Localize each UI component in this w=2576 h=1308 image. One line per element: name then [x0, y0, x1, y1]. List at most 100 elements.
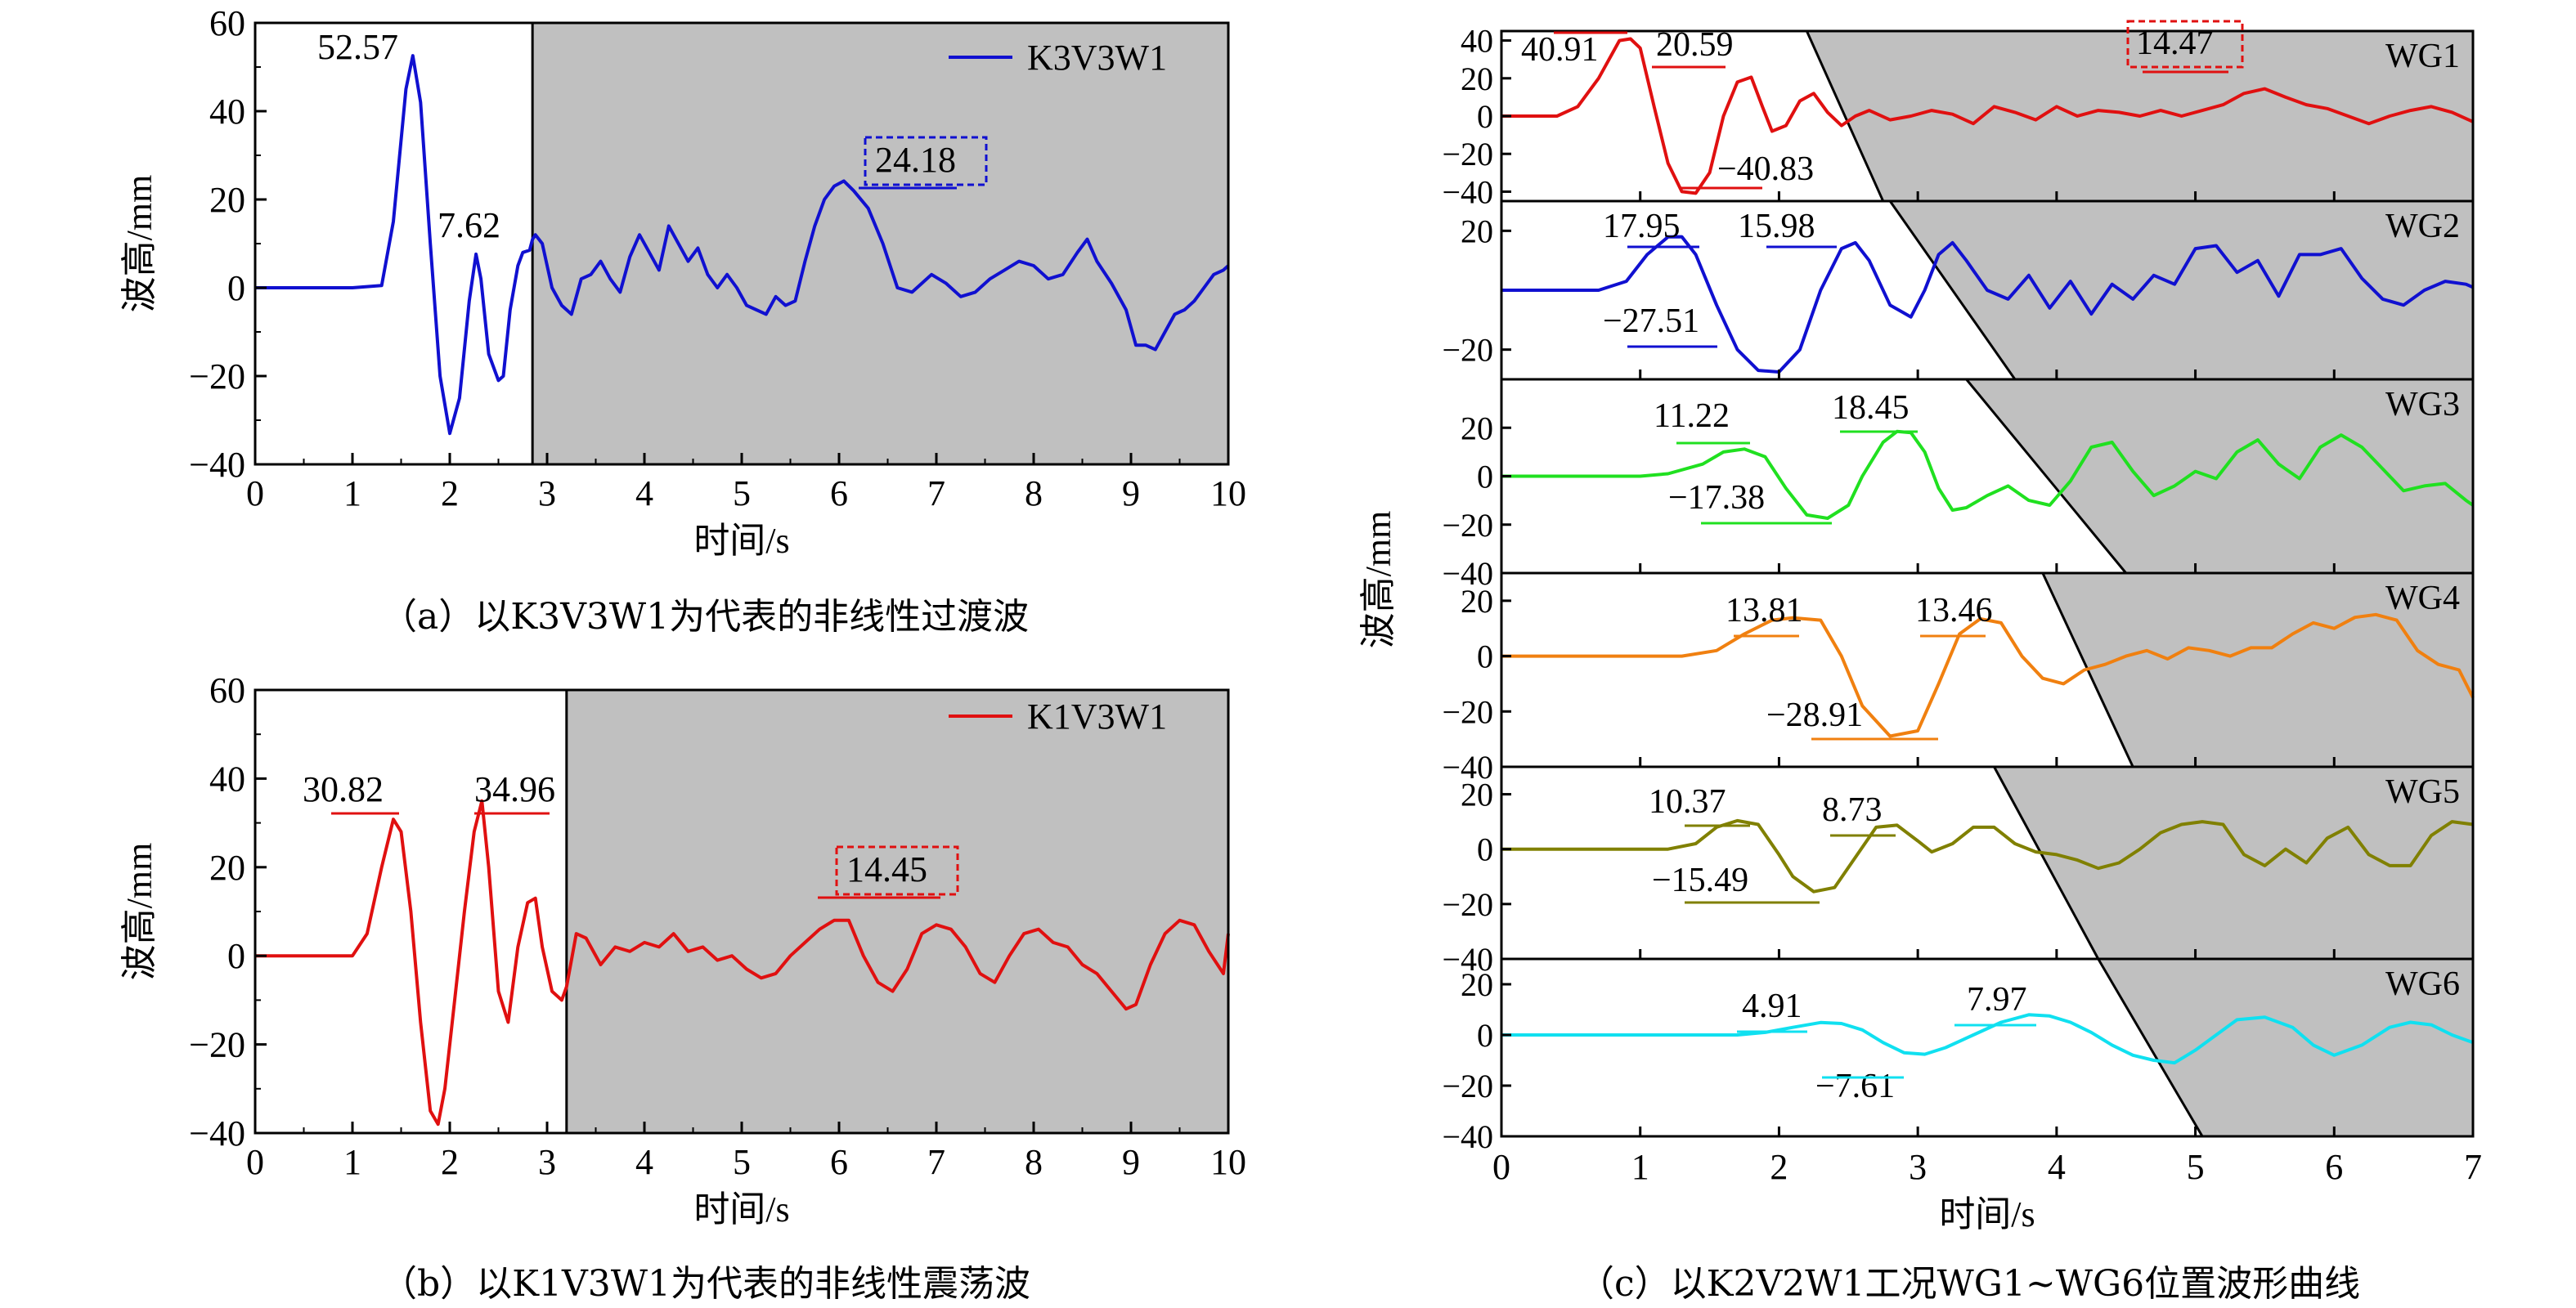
y-tick-label: −20 — [1442, 693, 1493, 730]
caption-c: （c）以K2V2W1工况WG1~WG6位置波形曲线 — [1578, 1263, 2361, 1305]
series-line-WG5 — [1501, 818, 2474, 894]
shade-boundary — [1993, 766, 2100, 960]
x-tick-label: 2 — [441, 473, 459, 513]
y-tick-label: 40 — [209, 92, 245, 132]
x-tick-label: 7 — [2464, 1147, 2482, 1187]
x-tick-label: 3 — [1909, 1147, 1927, 1187]
data-label: −17.38 — [1668, 479, 1765, 517]
shade-boundary — [1965, 379, 2127, 574]
data-label: 34.96 — [474, 769, 555, 809]
y-tick-label: −20 — [1442, 507, 1493, 544]
y-tick-label: 40 — [1461, 23, 1493, 60]
panel-WG6: 20 0 −20 −40 WG6 4.91 7.97 −7.61 — [1442, 957, 2475, 1155]
y-tick-label: −40 — [1442, 749, 1493, 786]
x-tick-label: 4 — [635, 1142, 653, 1182]
data-label: 10.37 — [1649, 783, 1726, 821]
x-axis-label: 时间/s — [693, 1189, 789, 1230]
series-line-WG3 — [1501, 429, 2475, 520]
y-tick-label: 0 — [227, 268, 245, 308]
x-tick-label: 6 — [830, 1142, 848, 1182]
y-tick-label: 20 — [1461, 777, 1493, 813]
x-tick-label: 3 — [538, 1142, 556, 1182]
shade-region — [2042, 573, 2473, 767]
x-tick-label: 6 — [2325, 1147, 2343, 1187]
x-tick-label: 7 — [927, 473, 945, 513]
y-axis-label: 波高/mm — [1358, 511, 1398, 649]
shade-boundary — [1806, 30, 1885, 202]
data-label: 17.95 — [1603, 208, 1681, 245]
y-tick-label: 0 — [227, 936, 245, 976]
y-tick-label: −40 — [1442, 1118, 1493, 1155]
y-tick-label: 0 — [1477, 1017, 1493, 1054]
y-tick-label: −20 — [189, 1025, 245, 1065]
data-label: 8.73 — [1822, 791, 1883, 829]
data-label: −15.49 — [1652, 862, 1748, 899]
x-tick-label: 5 — [733, 473, 751, 513]
y-axis-label: 波高/mm — [119, 843, 159, 981]
data-label: −27.51 — [1603, 302, 1699, 340]
x-tick-label: 8 — [1025, 473, 1043, 513]
chart-a: 0 1 2 3 4 5 6 7 8 9 10 −40 −20 0 20 40 60 时间/s 波高/mm K3V3W1… — [119, 3, 1246, 561]
data-label: 30.82 — [303, 769, 384, 809]
x-tick-label: 5 — [733, 1142, 751, 1182]
data-label: 18.45 — [1832, 389, 1910, 427]
x-tick-label: 1 — [343, 1142, 361, 1182]
x-tick-label: 0 — [246, 1142, 264, 1182]
series-line-K1V3W1 — [255, 799, 1230, 1127]
annotation-box — [835, 845, 959, 896]
y-tick-label: −40 — [1442, 173, 1493, 210]
caption-b: （b）以K1V3W1为代表的非线性震荡波 — [381, 1263, 1031, 1305]
x-tick-label: 4 — [2048, 1147, 2066, 1187]
y-tick-label: 60 — [209, 670, 245, 710]
data-label: −7.61 — [1815, 1068, 1895, 1105]
y-axis-label: 波高/mm — [119, 175, 159, 313]
y-tick-label: 0 — [1477, 98, 1493, 135]
series-line-WG6 — [1501, 1013, 2474, 1065]
data-label: 14.47 — [2136, 25, 2214, 62]
x-axis-label: 时间/s — [1939, 1194, 2035, 1234]
x-tick-label: 3 — [538, 473, 556, 513]
x-tick-label: 0 — [246, 473, 264, 513]
annotation-box — [2126, 20, 2244, 69]
x-tick-label: 6 — [830, 473, 848, 513]
y-tick-label: 20 — [1461, 966, 1493, 1003]
x-tick-label: 2 — [1770, 1147, 1788, 1187]
legend-label: K3V3W1 — [1027, 38, 1167, 78]
data-label: 40.91 — [1521, 31, 1599, 69]
panel-WG5: 20 0 −20 −40 WG5 10.37 8.73 −15.49 — [1442, 765, 2475, 978]
data-label: 7.97 — [1967, 981, 2027, 1019]
data-label: −40.83 — [1717, 150, 1814, 188]
data-label: 11.22 — [1654, 397, 1730, 435]
panel-label: WG2 — [2385, 208, 2460, 245]
y-tick-label: −20 — [1442, 136, 1493, 172]
x-tick-label: 4 — [635, 473, 653, 513]
x-tick-label: 1 — [343, 473, 361, 513]
panel-label: WG1 — [2385, 38, 2460, 75]
data-label: 14.45 — [846, 849, 927, 889]
y-tick-label: 0 — [1477, 459, 1493, 495]
series-line-WG2 — [1501, 235, 2474, 374]
annotation-box — [864, 136, 988, 186]
panel-WG3: 20 0 −20 −40 WG3 11.22 18.45 −17.38 — [1442, 378, 2475, 592]
y-tick-label: 20 — [1461, 60, 1493, 97]
data-label: 52.57 — [317, 27, 398, 67]
data-label: 15.98 — [1738, 208, 1815, 245]
x-tick-label: 10 — [1210, 473, 1246, 513]
series-line-WG1 — [1501, 37, 2474, 195]
y-tick-label: 20 — [1461, 583, 1493, 620]
shade-region — [532, 23, 1228, 464]
y-tick-label: −40 — [189, 1113, 245, 1153]
y-tick-label: 0 — [1477, 831, 1493, 868]
y-tick-label: 20 — [1461, 213, 1493, 249]
data-label: 7.62 — [438, 205, 500, 245]
data-label: 24.18 — [875, 140, 956, 180]
series-line-WG4 — [1501, 612, 2475, 738]
data-label: 13.46 — [1915, 592, 1993, 629]
shade-region — [1890, 201, 2473, 379]
x-tick-label: 5 — [2187, 1147, 2205, 1187]
caption-a: （a）以K3V3W1为代表的非线性过渡波 — [381, 596, 1030, 638]
y-tick-label: −20 — [1442, 332, 1493, 369]
y-tick-label: −20 — [1442, 886, 1493, 923]
